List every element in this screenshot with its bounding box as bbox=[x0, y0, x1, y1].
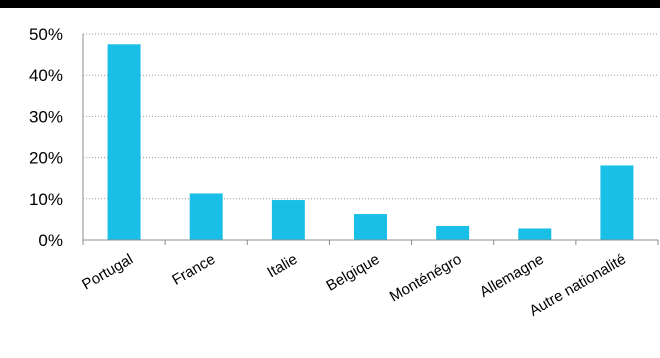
x-category-label: Belgique bbox=[323, 251, 382, 295]
top-rule bbox=[0, 0, 660, 8]
bars bbox=[107, 44, 634, 240]
x-category-label: Portugal bbox=[79, 251, 136, 294]
y-tick-label: 0% bbox=[38, 231, 63, 250]
y-axis-ticks: 0% 10% 20% 30% 40% 50% bbox=[29, 25, 63, 250]
bar bbox=[189, 193, 223, 240]
bar bbox=[518, 228, 552, 240]
y-tick-label: 50% bbox=[29, 25, 63, 44]
grid-lines bbox=[83, 33, 658, 200]
x-category-label: Monténégro bbox=[387, 251, 465, 306]
category-labels: Portugal France Italie Belgique Monténégro Al… bbox=[79, 251, 629, 320]
x-category-label: Allemagne bbox=[477, 251, 547, 301]
y-tick-label: 20% bbox=[29, 149, 63, 168]
bar bbox=[354, 214, 387, 240]
y-tick-label: 40% bbox=[29, 66, 63, 85]
axes bbox=[82, 34, 659, 245]
bar bbox=[436, 225, 470, 240]
y-tick-label: 30% bbox=[29, 107, 63, 126]
x-category-label: Italie bbox=[264, 251, 300, 282]
x-category-label: France bbox=[169, 251, 218, 289]
y-tick-label: 10% bbox=[29, 190, 63, 209]
bar bbox=[600, 165, 634, 240]
bar bbox=[271, 200, 305, 240]
bar bbox=[107, 44, 141, 240]
